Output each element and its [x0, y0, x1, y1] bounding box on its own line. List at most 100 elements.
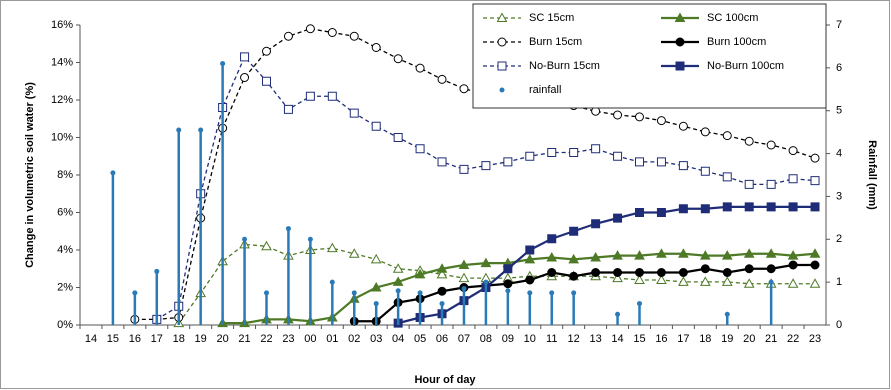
series-marker	[810, 260, 820, 270]
x-tick-label: 20	[743, 333, 755, 345]
y2-tick-label: 2	[836, 233, 842, 245]
x-tick-label: 18	[173, 333, 185, 345]
x-tick-label: 00	[304, 333, 316, 345]
series-marker	[788, 146, 798, 156]
x-tick-label: 01	[326, 333, 338, 345]
series-marker	[721, 250, 733, 260]
series-marker	[327, 91, 337, 101]
series-marker	[262, 46, 271, 56]
x-tick-label: 12	[568, 333, 580, 345]
x-tick-label: 22	[260, 333, 272, 345]
series-marker	[348, 248, 360, 258]
rain-dot	[483, 279, 489, 285]
y2-tick-label: 4	[836, 147, 842, 159]
series-marker	[591, 144, 601, 154]
series-marker	[612, 272, 623, 283]
series-marker	[788, 202, 798, 212]
y2-tick-label: 3	[836, 190, 842, 202]
series-marker	[349, 108, 359, 118]
series-marker	[722, 268, 732, 277]
series-marker	[283, 104, 293, 114]
series-marker	[613, 213, 623, 223]
series-marker	[656, 274, 667, 284]
series-marker	[261, 240, 272, 251]
x-tick-label: 10	[524, 333, 536, 345]
series-marker	[459, 84, 469, 94]
y2-tick-label: 5	[836, 105, 842, 117]
rain-dot	[571, 290, 577, 296]
series-marker	[766, 179, 776, 189]
series-marker	[436, 268, 448, 279]
series-marker	[459, 164, 469, 174]
series-marker	[721, 276, 733, 286]
series-marker	[678, 268, 688, 277]
x-tick-label: 03	[370, 333, 382, 345]
series-marker	[699, 250, 711, 260]
legend-label: No-Burn 100cm	[707, 60, 784, 72]
rain-dot	[242, 236, 248, 242]
series-marker	[656, 157, 666, 167]
x-tick-label: 18	[699, 333, 711, 345]
x-tick-label: 17	[151, 333, 163, 345]
legend-label: SC 100cm	[707, 12, 758, 24]
y-tick-label: 16%	[51, 19, 73, 31]
series-marker	[699, 276, 711, 286]
series-marker	[414, 268, 426, 279]
legend-symbol	[496, 12, 508, 22]
rain-dot	[527, 290, 533, 296]
x-tick-label: 15	[633, 333, 645, 345]
x-tick-label: 06	[436, 333, 448, 345]
series-marker	[613, 151, 623, 161]
series-marker	[503, 157, 513, 167]
series-marker	[678, 161, 688, 171]
y-tick-label: 12%	[51, 94, 73, 106]
legend-label: SC 15cm	[529, 12, 574, 24]
y-tick-label: 14%	[51, 56, 73, 68]
series-marker	[700, 127, 710, 137]
y-tick-label: 4%	[57, 244, 73, 256]
y2-tick-label: 1	[836, 276, 842, 288]
series-marker	[590, 251, 601, 262]
series-marker	[547, 234, 557, 244]
y-axis-label: Change in volumetric soil water (%)	[24, 82, 36, 268]
y2-tick-label: 7	[836, 19, 842, 31]
rain-dot	[220, 61, 226, 67]
series-marker	[678, 204, 688, 214]
series-marker	[635, 112, 644, 122]
y2-tick-label: 6	[836, 62, 842, 74]
series-marker	[744, 264, 754, 274]
x-axis-label: Hour of day	[414, 374, 476, 386]
series-marker	[591, 219, 601, 229]
series-marker	[415, 63, 425, 73]
series-marker	[525, 245, 535, 255]
x-tick-label: 02	[348, 333, 360, 345]
rain-dot	[285, 226, 291, 232]
y-tick-label: 6%	[57, 206, 73, 218]
series-marker	[766, 202, 776, 212]
series-marker	[437, 157, 447, 167]
series-marker	[766, 264, 776, 274]
x-tick-label: 23	[282, 333, 294, 345]
series-marker	[370, 253, 382, 264]
x-tick-label: 23	[809, 333, 821, 345]
rain-dot	[110, 170, 116, 176]
series-marker	[634, 274, 645, 284]
rain-dot	[417, 290, 423, 296]
series-marker	[415, 144, 425, 154]
series-marker	[787, 278, 799, 288]
series-marker	[744, 202, 754, 212]
series-marker	[436, 263, 448, 273]
legend-symbol	[497, 61, 507, 71]
series-marker	[327, 28, 337, 37]
series-marker	[788, 174, 798, 184]
series-marker	[722, 131, 732, 141]
series-marker	[635, 268, 644, 277]
series-marker	[437, 74, 447, 84]
rain-dot	[198, 127, 204, 133]
x-tick-label: 11	[546, 333, 557, 345]
series-marker	[656, 248, 667, 258]
x-tick-label: 09	[502, 333, 514, 345]
series-marker	[612, 250, 623, 260]
series-marker	[810, 202, 820, 212]
